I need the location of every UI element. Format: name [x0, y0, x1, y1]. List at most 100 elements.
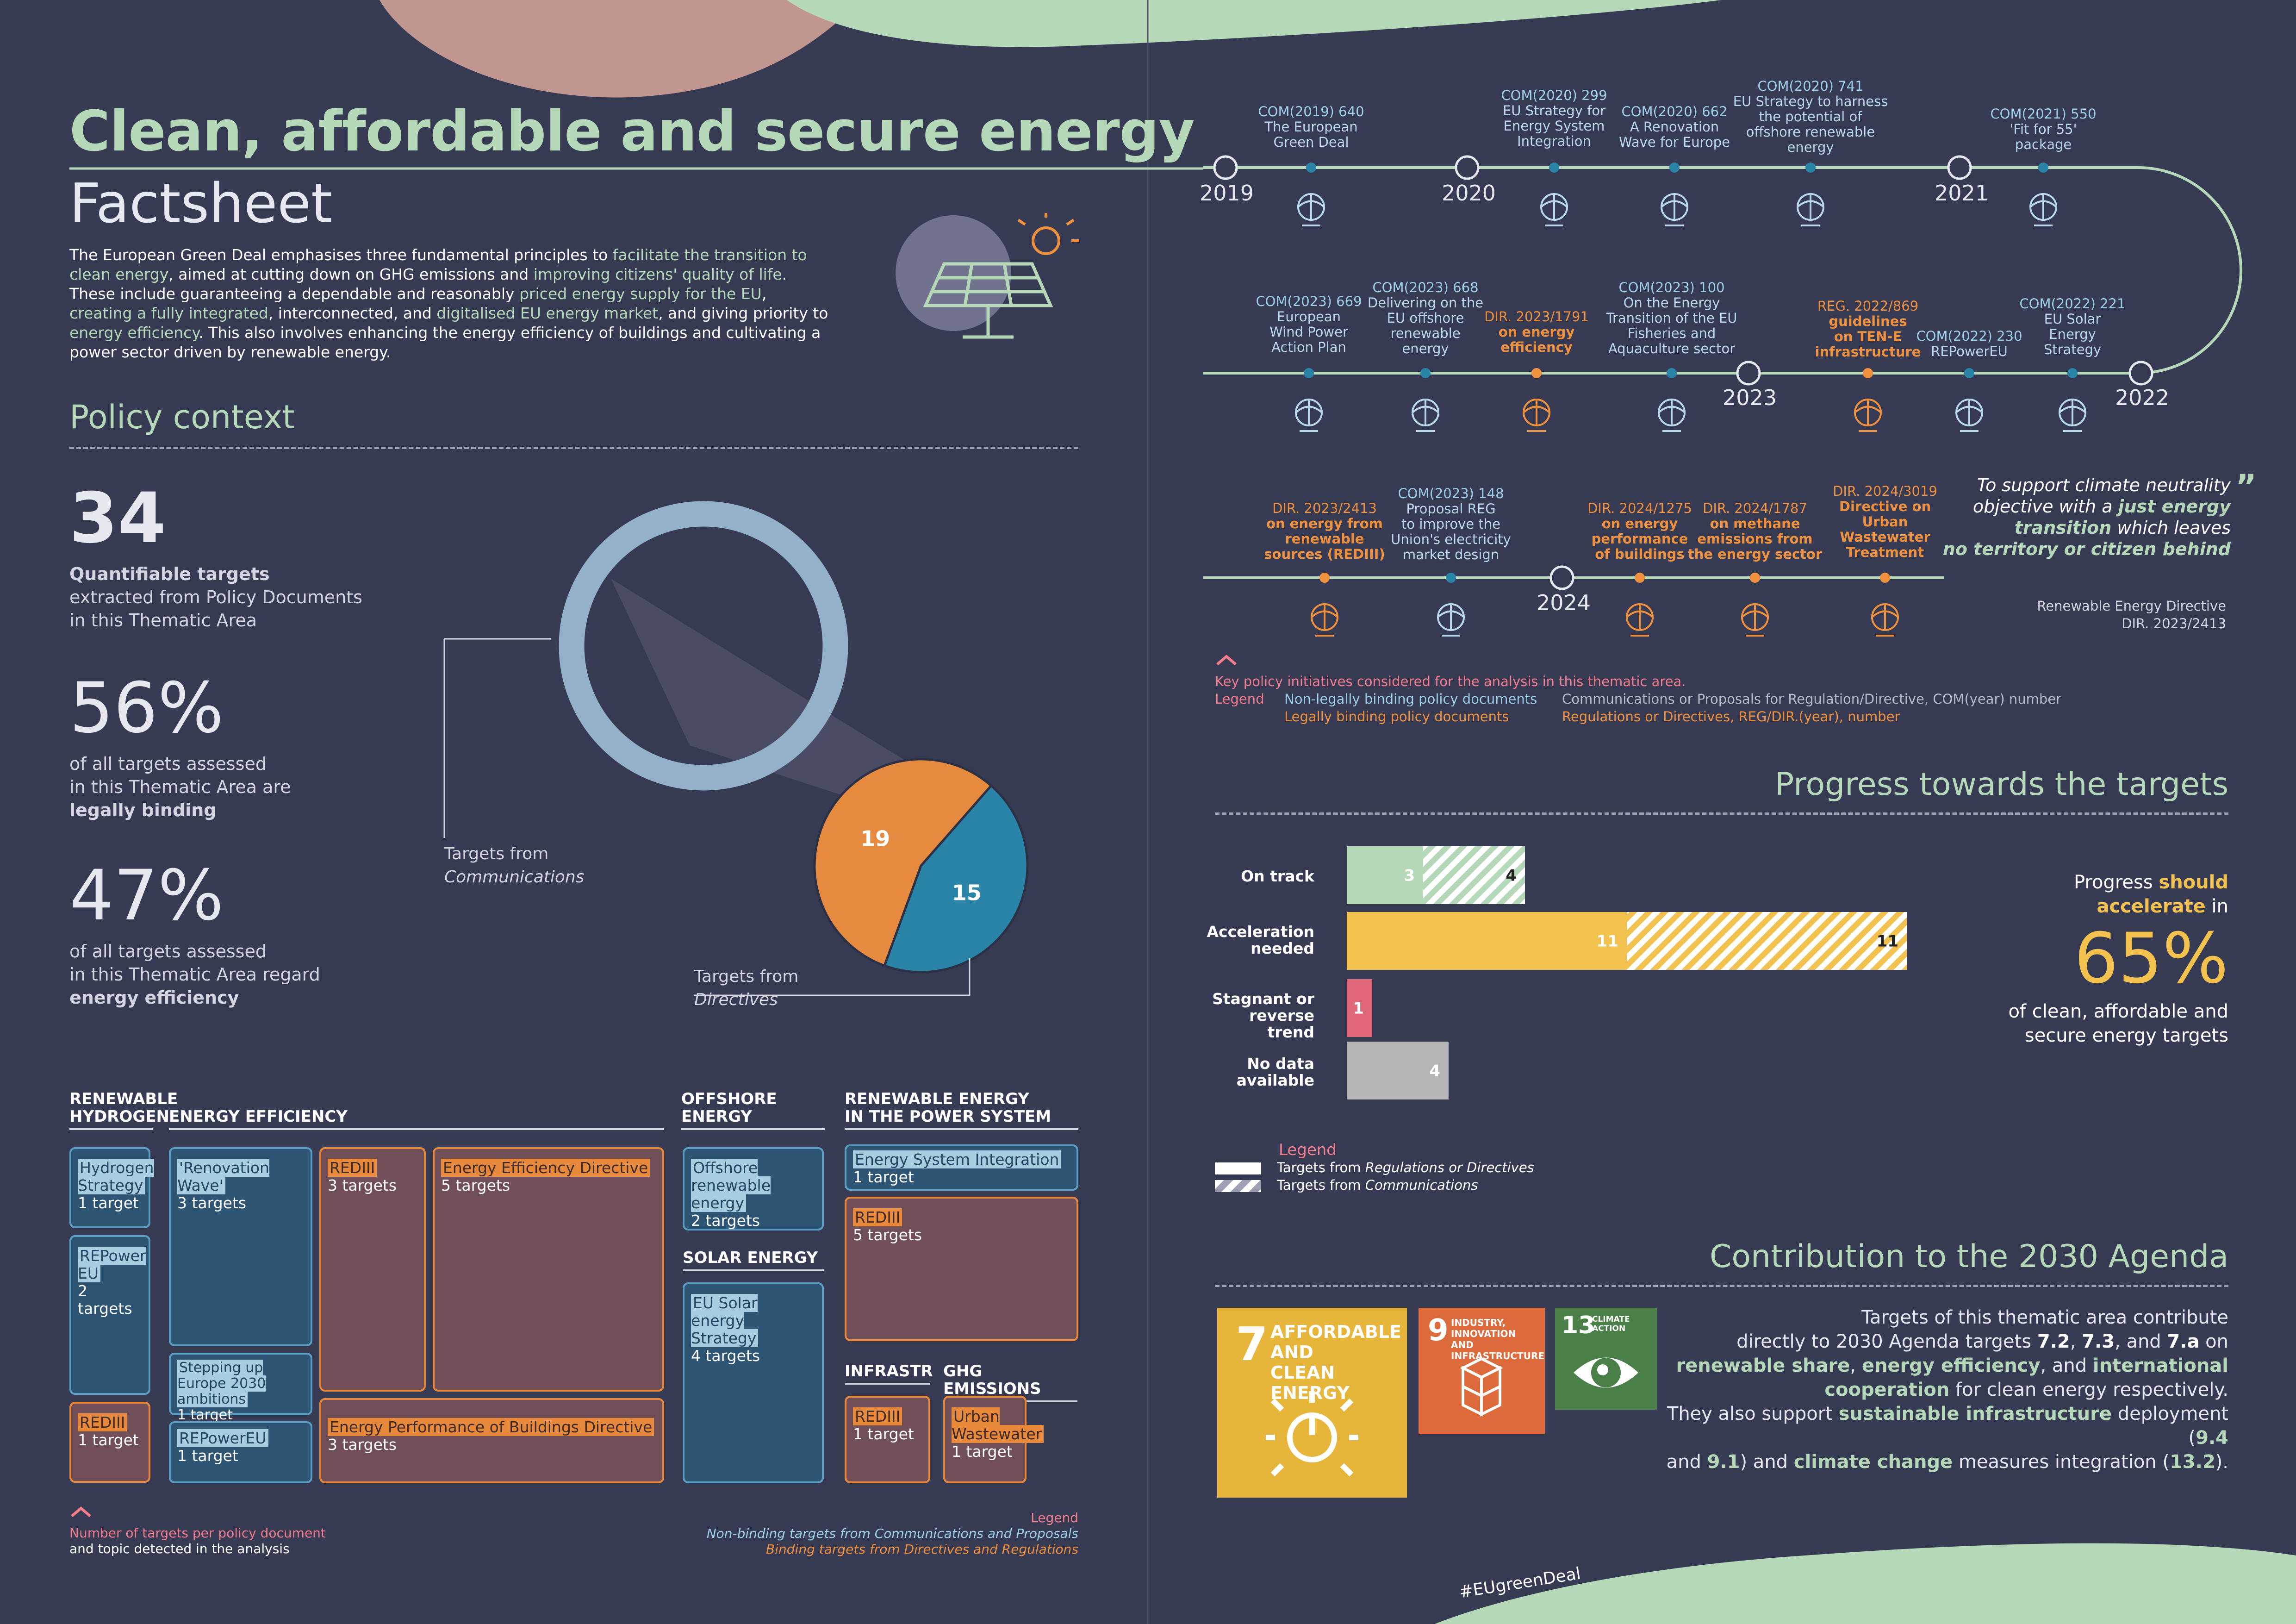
agenda-title: Contribution to the 2030 Agenda [1709, 1238, 2228, 1275]
bar-solid [1347, 1042, 1449, 1099]
policy-icon [1540, 193, 1568, 226]
progress-percent: 65% [2074, 918, 2228, 999]
policy-context-title: Policy context [69, 398, 295, 436]
bar-hatched [1627, 912, 1907, 970]
cat-offshore: OFFSHORE ENERGY [681, 1090, 825, 1130]
cat-ghg: GHG EMISSIONS [943, 1362, 1077, 1402]
title-underline [69, 167, 1203, 170]
quote: To support climate neutrality objective … [1942, 475, 2231, 559]
timeline-item: COM(2022) 221 EU Solar Energy Strategy [2019, 296, 2126, 357]
box-repowereu-efficiency: REPowerEU 1 target [169, 1421, 312, 1483]
quote-source: Renewable Energy Directive DIR. 2023/2413 [2037, 598, 2226, 631]
timeline-item: COM(2022) 230 REPowerEU [1916, 328, 2022, 359]
timeline-year: 2023 [1723, 385, 1777, 410]
year-node [1549, 565, 1574, 590]
box-energy-efficiency-directive: Energy Efficiency Directive 5 targets [433, 1147, 664, 1392]
bar-value-label: 4 [1506, 867, 1517, 885]
bar-value-label: 11 [1877, 932, 1898, 951]
key-initiatives-title: Key policy initiatives considered for th… [1215, 674, 1686, 689]
progress-title: Progress towards the targets [1775, 766, 2228, 803]
cat-efficiency: ENERGY EFFICIENCY [169, 1108, 664, 1130]
policy-timeline [1203, 155, 2242, 590]
cat-infra: INFRASTR [845, 1362, 933, 1385]
timeline-node [1863, 368, 1873, 378]
bar-value-label: 3 [1404, 867, 1415, 885]
bar-value-label: 11 [1597, 932, 1618, 951]
timeline-node [1635, 573, 1645, 583]
progress-legend: Legend Targets from Regulations or Direc… [1215, 1141, 1534, 1194]
legend-non-binding: Non-legally binding policy documents [1284, 691, 1537, 707]
box-urban-wastewater: Urban Wastewater 1 target [943, 1396, 1044, 1483]
bar-category-label: Stagnant or reverse trend [1212, 990, 1314, 1041]
policy-icon [1955, 399, 1983, 432]
year-node [1455, 155, 1480, 180]
year-node [1213, 155, 1238, 180]
timeline-node [1750, 573, 1760, 583]
timeline-item: COM(2020) 662 A Renovation Wave for Europe [1619, 104, 1730, 150]
timeline-node [1549, 162, 1559, 173]
timeline-item: DIR. 2023/2413 on energy from renewable sou… [1264, 500, 1385, 562]
timeline-node [1531, 368, 1542, 378]
cat-hydrogen: RENEWABLE HYDROGEN [69, 1090, 178, 1130]
timeline-item: COM(2020) 741 EU Strategy to harness the p… [1733, 78, 1888, 155]
legend-swatch-hatched [1215, 1180, 1261, 1192]
timeline-year: 2022 [2115, 385, 2170, 410]
timeline-year: 2024 [1537, 590, 1591, 615]
timeline-item: COM(2023) 668 Delivering on the EU offshor… [1367, 280, 1484, 356]
timeline-item: COM(2019) 640 The European Green Deal [1258, 104, 1364, 150]
timeline-node [1446, 573, 1456, 583]
bar-category-label: No data available [1236, 1055, 1314, 1089]
timeline-node [1880, 573, 1890, 583]
bar-value-label: 4 [1429, 1062, 1440, 1081]
quote-mark-icon: ” [2235, 468, 2257, 506]
stat-efficiency: 47% of all targets assessed in this Them… [69, 856, 320, 1008]
timeline-item: DIR. 2024/1275 on energy performance of bui… [1587, 500, 1692, 562]
bar-category-label: Acceleration needed [1207, 923, 1314, 957]
stat-targets: 34 Quantifiable targets extracted from P… [69, 478, 362, 631]
label-directives: Targets from Directives [694, 967, 799, 1009]
policy-icon [1437, 603, 1465, 637]
timeline-item: REG. 2022/869 guidelines on TEN-E infrastru… [1815, 298, 1921, 360]
year-node [1736, 361, 1761, 386]
box-rediii-hydrogen: REDIII 1 target [69, 1402, 150, 1483]
bar-solid [1347, 979, 1372, 1037]
box-rediii-power: REDIII 5 targets [845, 1197, 1078, 1341]
policy-icon [1626, 603, 1654, 637]
sdg-7-tile: 7 AFFORDABLE AND CLEAN ENERGY [1217, 1308, 1407, 1498]
policy-icon [1741, 603, 1769, 637]
box-epbd: Energy Performance of Buildings Directiv… [319, 1398, 664, 1483]
box-stepping-up: Stepping up Europe 2030 ambitions 1 targe… [169, 1353, 312, 1423]
year-node [1947, 155, 1972, 180]
policy-icon [1871, 603, 1899, 637]
timeline-node [1667, 368, 1677, 378]
agenda-divider [1215, 1285, 2228, 1287]
bar-solid [1347, 846, 1423, 904]
cat-solar: SOLAR ENERGY [683, 1249, 824, 1271]
bar-hatched [1423, 846, 1525, 904]
timeline-node [2038, 162, 2048, 173]
timeline-year: 2021 [1935, 181, 1989, 206]
legend-swatch-solid [1215, 1162, 1261, 1174]
solar-panel-icon [896, 213, 1079, 339]
bar-value-label: 1 [1353, 999, 1364, 1018]
box-repower-eu: REPower EU 2 targets [69, 1235, 150, 1395]
page-title: Clean, affordable and secure energy [69, 100, 1195, 164]
policy-icon [1297, 193, 1325, 226]
policy-icon [1311, 603, 1338, 637]
stat-targets-value: 34 [69, 478, 166, 559]
agenda-text: Targets of this thematic area contribute… [1666, 1307, 2228, 1473]
year-node [2128, 361, 2153, 386]
pie-value-label: 15 [952, 881, 982, 906]
timeline-node [2067, 368, 2078, 378]
bar-category-label: On track [1241, 867, 1314, 885]
box-rediii-infra: REDIII 1 target [845, 1396, 930, 1483]
legend-non-binding-desc: Communications or Proposals for Regulati… [1562, 691, 2062, 707]
timeline-node [1669, 162, 1680, 173]
timeline-year: 2019 [1200, 181, 1254, 206]
stat-efficiency-value: 47% [69, 856, 224, 936]
label-communications: Targets from Communications [444, 844, 585, 887]
policy-divider [69, 447, 1078, 449]
chevron-up-icon [71, 1506, 91, 1518]
pie-value-label: 19 [860, 826, 890, 851]
